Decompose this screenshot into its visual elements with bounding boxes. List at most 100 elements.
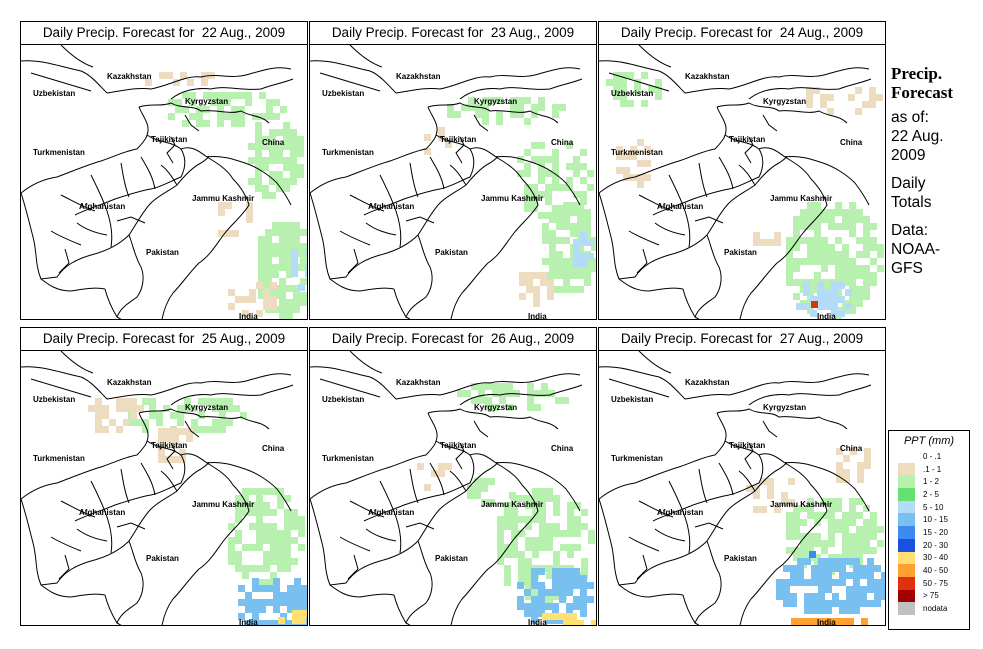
country-label-kyrgyzstan: Kyrgyzstan <box>763 403 807 412</box>
country-label-india: India <box>239 618 258 625</box>
precip-map: Uzbekistan Kazakhstan Kyrgyzstan Tajikistan… <box>21 351 307 625</box>
totals-line2: Totals <box>891 194 932 211</box>
country-label-china: China <box>840 444 863 453</box>
country-label-uzbekistan: Uzbekistan <box>33 395 76 404</box>
legend-label: nodata <box>923 604 948 614</box>
legend-swatch <box>898 488 915 501</box>
country-label-tajikistan: Tajikistan <box>440 441 477 450</box>
legend-swatch <box>898 450 915 463</box>
country-label-uzbekistan: Uzbekistan <box>322 89 365 98</box>
precip-map-svg <box>599 45 884 319</box>
country-label-pakistan: Pakistan <box>724 554 757 563</box>
country-label-turkmenistan: Turkmenistan <box>33 148 85 157</box>
precip-map-svg <box>310 45 596 319</box>
country-label-jammu-kashmir: Jammu Kashmir <box>192 194 255 203</box>
panel-title: Daily Precip. Forecast for 22 Aug., 2009 <box>21 22 307 45</box>
precip-map: Uzbekistan Kazakhstan Kyrgyzstan Tajikistan… <box>310 45 596 319</box>
country-label-tajikistan: Tajikistan <box>729 135 766 144</box>
country-label-india: India <box>528 618 547 625</box>
legend-label: 10 - 15 <box>923 515 948 525</box>
country-label-jammu-kashmir: Jammu Kashmir <box>481 500 544 509</box>
country-label-tajikistan: Tajikistan <box>151 135 188 144</box>
panel-title: Daily Precip. Forecast for 25 Aug., 2009 <box>21 328 307 351</box>
country-label-jammu-kashmir: Jammu Kashmir <box>770 500 833 509</box>
country-label-pakistan: Pakistan <box>146 248 179 257</box>
panel-title: Daily Precip. Forecast for 27 Aug., 2009 <box>599 328 885 351</box>
precip-cells <box>88 398 307 625</box>
country-label-uzbekistan: Uzbekistan <box>33 89 76 98</box>
country-label-kyrgyzstan: Kyrgyzstan <box>763 97 807 106</box>
panel-title: Daily Precip. Forecast for 24 Aug., 2009 <box>599 22 885 45</box>
legend-label: > 75 <box>923 591 939 601</box>
country-label-china: China <box>551 138 574 147</box>
country-label-kyrgyzstan: Kyrgyzstan <box>474 97 518 106</box>
country-label-kazakhstan: Kazakhstan <box>685 72 730 81</box>
legend-swatch <box>898 513 915 527</box>
legend-row: 10 - 15 <box>889 513 969 527</box>
side-info: Precip. Forecast as of: 22 Aug. 2009 Dai… <box>891 64 983 278</box>
precip-map-svg <box>599 351 885 625</box>
legend-swatch <box>898 538 915 552</box>
country-label-kazakhstan: Kazakhstan <box>107 378 152 387</box>
legend-row: .1 - 1 <box>889 462 969 476</box>
data-line3: GFS <box>891 260 923 277</box>
legend-label: .1 - 1 <box>923 464 942 474</box>
data-line2: NOAA- <box>891 241 941 258</box>
legend-row: 2 - 5 <box>889 488 969 501</box>
data-line1: Data: <box>891 222 929 239</box>
precip-map-svg <box>21 45 307 319</box>
country-label-india: India <box>528 312 547 319</box>
forecast-panel: Daily Precip. Forecast for 26 Aug., 2009… <box>309 327 597 626</box>
country-label-turkmenistan: Turkmenistan <box>611 454 663 463</box>
country-label-tajikistan: Tajikistan <box>440 135 477 144</box>
country-label-kazakhstan: Kazakhstan <box>396 72 441 81</box>
legend-swatch <box>898 589 915 603</box>
legend-row: 15 - 20 <box>889 526 969 539</box>
legend-label: 5 - 10 <box>923 502 944 512</box>
legend-row: 40 - 50 <box>889 564 969 577</box>
legend-label: 2 - 5 <box>923 489 940 499</box>
precip-map: Uzbekistan Kazakhstan Kyrgyzstan Tajikistan… <box>599 45 885 319</box>
precip-map-svg <box>310 351 596 625</box>
country-label-kyrgyzstan: Kyrgyzstan <box>185 97 229 106</box>
asof-line1: as of: <box>891 109 929 126</box>
legend-row: 20 - 30 <box>889 538 969 552</box>
legend-label: 0 - .1 <box>923 451 942 461</box>
forecast-panel: Daily Precip. Forecast for 27 Aug., 2009… <box>598 327 886 626</box>
country-label-jammu-kashmir: Jammu Kashmir <box>770 194 833 203</box>
totals-line1: Daily <box>891 175 926 192</box>
side-title-line1: Precip. <box>891 64 943 83</box>
forecast-panel: Daily Precip. Forecast for 23 Aug., 2009… <box>309 21 597 320</box>
legend-swatch <box>898 602 915 615</box>
legend-swatch <box>898 564 915 577</box>
precip-map: Uzbekistan Kazakhstan Kyrgyzstan Tajikistan… <box>21 45 307 319</box>
country-label-uzbekistan: Uzbekistan <box>611 89 654 98</box>
country-label-afghanistan: Afghanistan <box>368 508 415 517</box>
country-label-china: China <box>262 138 285 147</box>
country-label-kazakhstan: Kazakhstan <box>107 72 152 81</box>
legend-row: > 75 <box>889 589 969 603</box>
side-title-line2: Forecast <box>891 83 953 102</box>
precip-cells <box>424 97 596 307</box>
country-label-afghanistan: Afghanistan <box>657 508 704 517</box>
country-label-kazakhstan: Kazakhstan <box>396 378 441 387</box>
legend-row: 1 - 2 <box>889 475 969 489</box>
precip-cells <box>606 72 884 319</box>
forecast-panel: Daily Precip. Forecast for 22 Aug., 2009… <box>20 21 308 320</box>
country-label-china: China <box>551 444 574 453</box>
forecast-panel: Daily Precip. Forecast for 24 Aug., 2009… <box>598 21 886 320</box>
legend-row: 50 - 75 <box>889 576 969 590</box>
precip-map-svg <box>21 351 307 625</box>
country-label-china: China <box>262 444 285 453</box>
country-label-tajikistan: Tajikistan <box>151 441 188 450</box>
asof-line2: 22 Aug. <box>891 128 944 145</box>
country-label-tajikistan: Tajikistan <box>729 441 766 450</box>
country-label-kyrgyzstan: Kyrgyzstan <box>185 403 229 412</box>
precip-map: Uzbekistan Kazakhstan Kyrgyzstan Tajikistan… <box>310 351 596 625</box>
panel-title: Daily Precip. Forecast for 23 Aug., 2009 <box>310 22 596 45</box>
legend-row: nodata <box>889 602 969 615</box>
legend-swatch <box>898 475 915 489</box>
country-label-india: India <box>239 312 258 319</box>
country-label-kazakhstan: Kazakhstan <box>685 378 730 387</box>
country-label-china: China <box>840 138 863 147</box>
